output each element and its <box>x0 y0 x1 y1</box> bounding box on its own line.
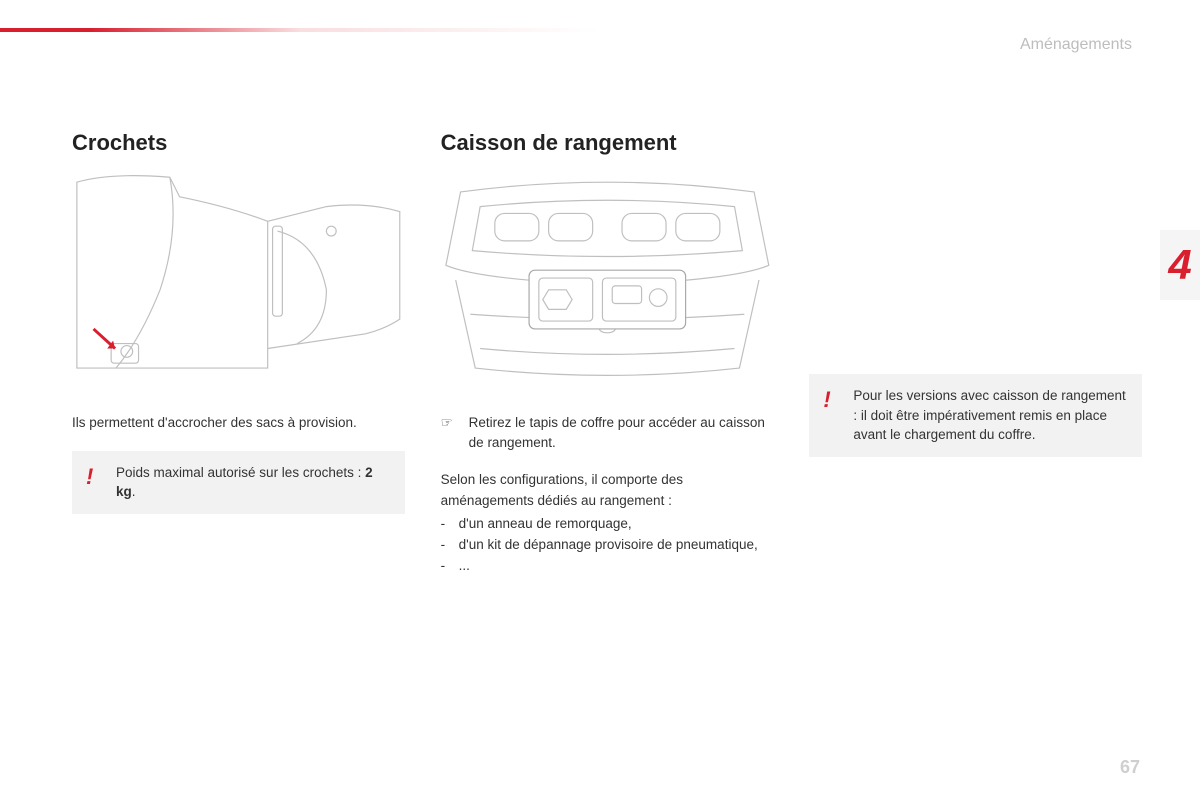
heading-crochets: Crochets <box>72 130 405 156</box>
chapter-tab: 4 <box>1160 230 1200 300</box>
step-text: Retirez le tapis de coffre pour accéder … <box>469 413 774 452</box>
column-crochets: Crochets Ils permettent d'accrocher des … <box>72 130 405 577</box>
bullet-towing-ring: d'un anneau de remorquage, <box>459 514 774 535</box>
page-content: Crochets Ils permettent d'accrocher des … <box>72 130 1142 577</box>
alert-caisson-text: Pour les versions avec caisson de rangem… <box>853 388 1125 442</box>
heading-caisson: Caisson de rangement <box>441 130 774 156</box>
bullet-ellipsis: ... <box>459 556 774 577</box>
storage-contents: Selon les configurations, il comporte de… <box>441 470 774 577</box>
chapter-number: 4 <box>1168 241 1191 289</box>
warning-icon: ! <box>823 384 830 416</box>
step-remove-mat: ☞ Retirez le tapis de coffre pour accéde… <box>441 413 774 452</box>
column-caisson: Caisson de rangement <box>441 130 774 577</box>
text-crochets-desc: Ils permettent d'accrocher des sacs à pr… <box>72 413 405 433</box>
bullet-tyre-kit: d'un kit de dépannage provisoire de pneu… <box>459 535 774 556</box>
alert-text-prefix: Poids maximal autorisé sur les crochets … <box>116 465 365 480</box>
illustration-hook <box>72 170 405 390</box>
illustration-storage-box <box>441 170 774 390</box>
bullets-intro: Selon les configurations, il comporte de… <box>441 470 774 512</box>
alert-crochets-weight: ! Poids maximal autorisé sur les crochet… <box>72 451 405 514</box>
page-number: 67 <box>1120 757 1140 778</box>
header-accent-bar <box>0 28 600 32</box>
arrow-icon <box>94 329 116 349</box>
column-alert: ! Pour les versions avec caisson de rang… <box>809 130 1142 577</box>
section-label: Aménagements <box>1020 36 1132 54</box>
alert-caisson-replace: ! Pour les versions avec caisson de rang… <box>809 374 1142 457</box>
alert-text-suffix: . <box>132 484 136 499</box>
pointer-icon: ☞ <box>441 413 459 452</box>
warning-icon: ! <box>86 461 93 493</box>
